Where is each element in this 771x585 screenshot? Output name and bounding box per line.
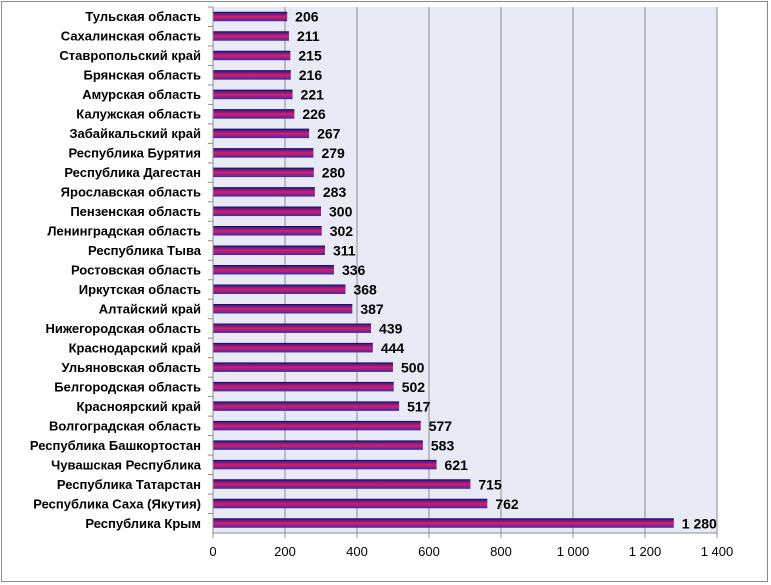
category-label: Забайкальский край <box>69 126 201 141</box>
data-label: 1 280 <box>682 515 717 531</box>
category-label: Республика Бурятия <box>68 146 201 161</box>
data-label: 206 <box>295 9 319 25</box>
x-tick-label: 400 <box>346 544 368 559</box>
category-label: Красноярский край <box>77 399 201 414</box>
bar <box>213 207 321 217</box>
bar <box>213 31 289 41</box>
bar <box>213 460 437 470</box>
bar <box>213 401 400 411</box>
bar <box>213 168 314 178</box>
x-tick-label: 200 <box>274 544 296 559</box>
category-label: Ростовская область <box>71 263 201 278</box>
category-label: Чувашская Республика <box>51 457 202 472</box>
category-label: Краснодарский край <box>69 340 201 355</box>
category-label: Пензенская область <box>70 204 201 219</box>
data-label: 387 <box>360 301 384 317</box>
category-label: Ленинградская область <box>47 224 201 239</box>
bar <box>213 12 288 22</box>
data-label: 439 <box>379 320 403 336</box>
data-label: 500 <box>401 359 425 375</box>
bar <box>213 246 325 256</box>
category-label: Амурская область <box>82 87 201 102</box>
data-label: 583 <box>431 437 455 453</box>
category-label: Тульская область <box>85 9 201 24</box>
category-label: Сахалинская область <box>61 29 201 44</box>
bar <box>213 323 372 333</box>
bar <box>213 109 295 119</box>
bar <box>213 284 346 294</box>
category-label: Республика Тыва <box>88 243 202 258</box>
category-label: Республика Крым <box>85 516 201 531</box>
bar <box>213 129 310 139</box>
labels: 0 200 400 600 800 1 000 1 200 1 400 Тульская обл… <box>30 9 733 559</box>
bar <box>213 440 423 450</box>
data-label: 577 <box>429 418 453 434</box>
data-label: 517 <box>407 398 431 414</box>
category-label: Ставропольский край <box>59 48 201 63</box>
category-label: Брянская область <box>84 68 201 83</box>
category-label: Волгоградская область <box>49 418 201 433</box>
data-label: 279 <box>321 145 345 161</box>
bar <box>213 343 373 353</box>
data-label: 221 <box>301 87 325 103</box>
bar <box>213 148 314 158</box>
bar <box>213 479 471 489</box>
category-label: Алтайский край <box>99 301 201 316</box>
data-label: 762 <box>495 496 519 512</box>
bar <box>213 226 322 236</box>
bar <box>213 265 334 275</box>
x-tick-label: 1 400 <box>701 544 734 559</box>
data-label: 216 <box>299 67 323 83</box>
category-label: Республика Татарстан <box>57 477 201 492</box>
bar <box>213 187 315 197</box>
bar <box>213 90 293 100</box>
data-label: 215 <box>298 48 322 64</box>
data-label: 502 <box>402 379 426 395</box>
data-label: 715 <box>478 476 502 492</box>
bar <box>213 51 291 61</box>
bar <box>213 518 674 528</box>
x-tick-label: 0 <box>209 544 216 559</box>
data-label: 311 <box>333 243 356 259</box>
category-label: Иркутская область <box>79 282 201 297</box>
data-label: 302 <box>330 223 354 239</box>
x-tick-label: 600 <box>418 544 440 559</box>
bar <box>213 362 393 372</box>
bars <box>213 11 674 528</box>
data-label: 300 <box>329 204 353 220</box>
category-label: Республика Дагестан <box>64 165 201 180</box>
data-label: 280 <box>322 165 346 181</box>
category-label: Республика Саха (Якутия) <box>33 496 201 511</box>
bar <box>213 70 291 80</box>
data-label: 621 <box>445 457 469 473</box>
bar <box>213 421 421 431</box>
x-tick-label: 1 000 <box>557 544 590 559</box>
x-tick-label: 800 <box>490 544 512 559</box>
category-label: Нижегородская область <box>45 321 201 336</box>
bar <box>213 499 488 509</box>
data-label: 267 <box>317 126 341 142</box>
category-label: Калужская область <box>76 107 201 122</box>
gridlines <box>284 7 718 533</box>
bar <box>213 382 394 392</box>
data-label: 283 <box>323 184 347 200</box>
bar <box>213 304 353 314</box>
category-label: Ульяновская область <box>62 360 201 375</box>
data-label: 226 <box>302 106 326 122</box>
data-label: 368 <box>353 281 377 297</box>
axes <box>208 6 718 538</box>
data-label: 211 <box>297 28 320 44</box>
category-label: Ярославская область <box>61 185 201 200</box>
data-label: 444 <box>381 340 405 356</box>
category-label: Республика Башкортостан <box>30 438 201 453</box>
x-tick-label: 1 200 <box>629 544 662 559</box>
data-label: 336 <box>342 262 366 278</box>
category-label: Белгородская область <box>54 379 201 394</box>
